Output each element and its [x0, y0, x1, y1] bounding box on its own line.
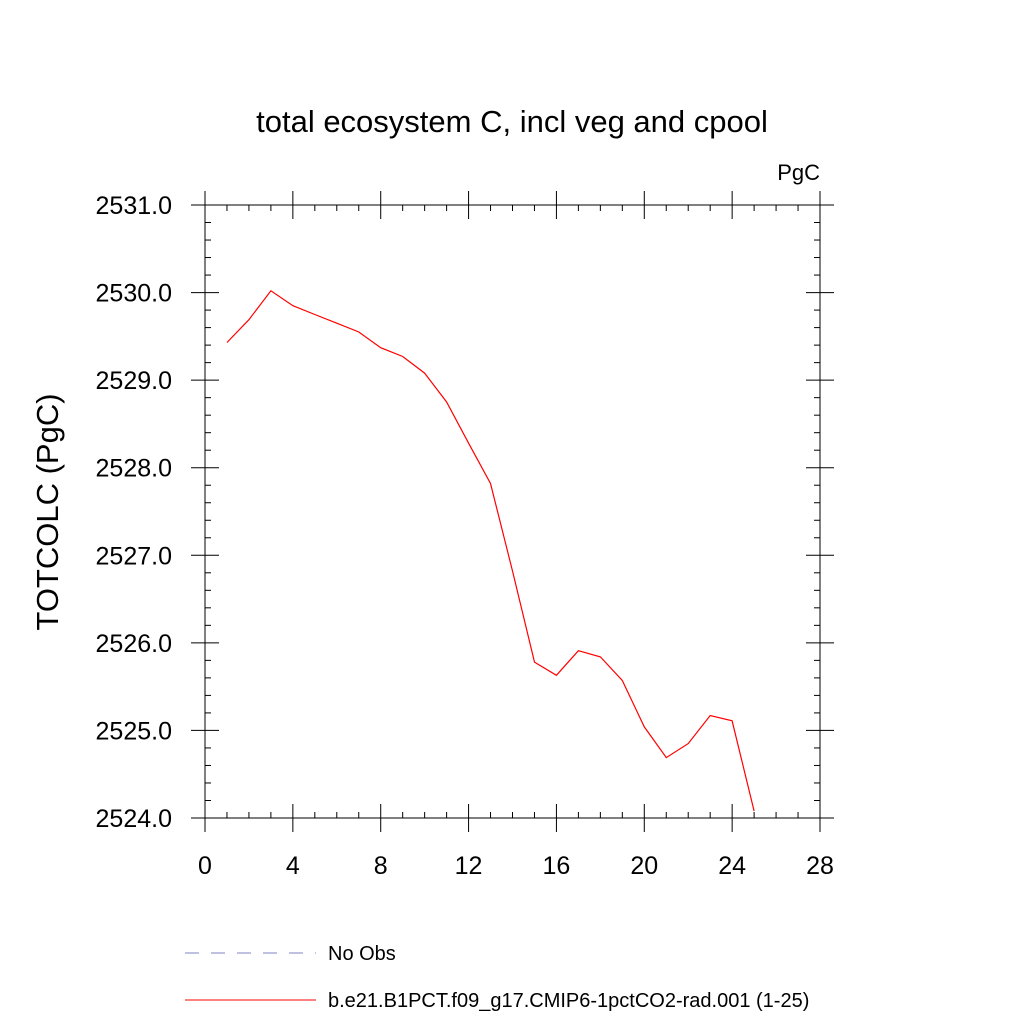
- chart-title: total ecosystem C, incl veg and cpool: [256, 104, 768, 139]
- series-line: [226, 289, 755, 812]
- x-tick-label: 28: [806, 852, 834, 880]
- x-tick-label: 16: [543, 852, 571, 880]
- x-tick-label: 0: [198, 852, 212, 880]
- y-tick-label: 2526.0: [96, 630, 172, 658]
- series-layer: [226, 289, 755, 812]
- legend-label: No Obs: [328, 943, 396, 965]
- y-axis-label: TOTCOLC (PgC): [30, 393, 65, 630]
- y-tick-label: 2530.0: [96, 280, 172, 308]
- legend-label: b.e21.B1PCT.f09_g17.CMIP6-1pctCO2-rad.00…: [328, 990, 809, 1012]
- x-tick-label: 24: [718, 852, 746, 880]
- y-tick-label: 2525.0: [96, 717, 172, 745]
- y-tick-label: 2527.0: [96, 542, 172, 570]
- y-tick-label: 2531.0: [96, 192, 172, 220]
- units-label: PgC: [777, 160, 820, 185]
- x-tick-label: 8: [374, 852, 388, 880]
- plot-border: [204, 204, 821, 819]
- x-tick-label: 4: [286, 852, 300, 880]
- y-tick-label: 2528.0: [96, 455, 172, 483]
- y-tick-label: 2529.0: [96, 367, 172, 395]
- x-axis-ticks: 0 4 8 12 16 20 24 28: [198, 191, 834, 880]
- x-tick-label: 20: [630, 852, 658, 880]
- y-axis-ticks: 2524.0 2525.0 2526.0 2527.0 2528.0 2529.0 2530…: [96, 192, 834, 833]
- x-tick-label: 12: [455, 852, 483, 880]
- minor-ticks: [205, 205, 820, 818]
- plot-frame: [204, 204, 821, 819]
- y-tick-label: 2524.0: [96, 805, 172, 833]
- legend: No Obs b.e21.B1PCT.f09_g17.CMIP6-1pctCO2-…: [185, 943, 809, 1012]
